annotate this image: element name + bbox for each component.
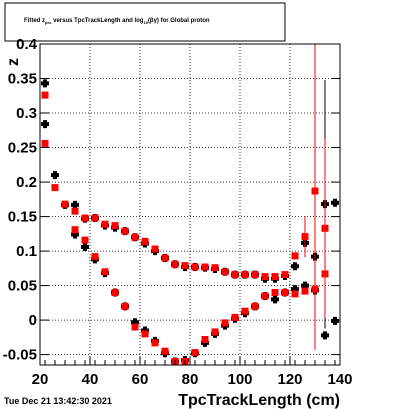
data-point <box>231 271 239 279</box>
title-sub-1: pro <box>45 20 52 25</box>
y-tick-label: 0.1 <box>16 243 37 260</box>
data-point <box>211 264 219 272</box>
x-tick-label: 120 <box>277 371 302 388</box>
data-point <box>291 290 299 298</box>
data-point <box>161 254 169 262</box>
x-tick-labels: 20 40 60 80 100 120 140 <box>32 371 353 388</box>
x-tick-label: 40 <box>82 371 99 388</box>
data-point <box>301 287 309 295</box>
title-sub-2: 10 <box>143 20 148 25</box>
data-point <box>251 271 259 279</box>
data-point <box>81 242 89 251</box>
y-tick-label: 0.15 <box>8 209 37 226</box>
data-point <box>281 271 289 279</box>
data-point <box>51 171 59 180</box>
data-point <box>321 270 329 278</box>
data-point <box>171 260 179 268</box>
data-point <box>241 271 249 279</box>
y-tick-label: 0.05 <box>8 278 37 295</box>
data-point <box>91 214 99 222</box>
data-point <box>291 252 299 260</box>
data-point <box>81 236 89 244</box>
data-point <box>161 347 169 355</box>
data-point <box>111 289 119 296</box>
data-point <box>271 295 279 304</box>
data-point <box>91 253 99 261</box>
data-point <box>81 214 89 222</box>
data-point <box>41 79 49 88</box>
data-point <box>111 222 119 230</box>
data-point <box>41 120 49 129</box>
data-point <box>191 263 199 271</box>
x-tick-label: 140 <box>327 371 352 388</box>
data-point <box>71 200 79 209</box>
data-point <box>71 226 79 234</box>
title-frame <box>4 2 286 42</box>
title-post: (βγ) for Global proton <box>148 18 210 24</box>
y-tick-labels: -0.05 0 0.05 0.1 0.15 0.2 0.25 0.3 0.35 0.4 <box>3 36 38 364</box>
data-point <box>181 262 189 270</box>
x-tick-label: 60 <box>132 371 149 388</box>
plot-frame <box>39 43 341 366</box>
chart-title: Fitted zpro versus TpcTrackLength and lo… <box>24 18 210 25</box>
data-point <box>191 349 199 357</box>
data-point <box>331 316 339 325</box>
date-stamp: Tue Dec 21 13:42:30 2021 <box>4 396 112 406</box>
y-tick-label: 0.2 <box>16 174 37 191</box>
tick-marks <box>39 43 341 365</box>
data-point <box>311 285 319 293</box>
data-point <box>131 233 139 241</box>
data-point <box>201 336 209 343</box>
y-tick-label: 0.3 <box>16 105 37 122</box>
y-tick-label: 0.35 <box>8 71 37 88</box>
data-point <box>151 339 159 347</box>
data-point <box>221 268 229 276</box>
data-point <box>311 187 319 195</box>
data-point <box>321 331 329 340</box>
data-point <box>71 207 79 215</box>
data-point <box>141 237 149 245</box>
data-point <box>151 245 159 253</box>
data-point <box>201 263 209 271</box>
data-point <box>41 139 49 147</box>
x-tick-label: 80 <box>182 371 199 388</box>
data-point <box>241 307 249 315</box>
x-axis-label: TpcTrackLength (cm) <box>178 392 340 409</box>
data-point <box>291 262 299 271</box>
data-point <box>271 289 279 296</box>
y-tick-label: 0 <box>29 312 37 329</box>
data-point <box>281 289 289 296</box>
data-point <box>131 323 139 331</box>
data-point <box>271 273 279 281</box>
data-point <box>261 273 269 281</box>
data-point <box>331 198 339 207</box>
data-point <box>211 328 219 336</box>
title-box: Fitted zpro versus TpcTrackLength and lo… <box>4 2 286 42</box>
data-point <box>261 292 269 300</box>
data-point <box>221 319 229 327</box>
grid-lines <box>40 43 340 365</box>
data-point <box>141 330 149 338</box>
data-point <box>51 184 59 192</box>
data-point <box>101 268 109 276</box>
data-point <box>121 302 129 310</box>
data-point <box>121 227 129 235</box>
data-point <box>231 313 239 321</box>
y-axis-label: z <box>5 58 22 66</box>
title-mid: versus TpcTrackLength and log <box>51 18 143 24</box>
data-point <box>101 220 109 228</box>
data-point <box>301 233 309 241</box>
x-tick-label: 20 <box>32 371 49 388</box>
y-tick-label: -0.05 <box>3 347 37 364</box>
data-point <box>251 302 259 310</box>
data-point <box>41 91 49 99</box>
data-point <box>321 224 329 232</box>
data-point <box>61 200 69 208</box>
title-pre: Fitted z <box>24 18 45 24</box>
x-tick-label: 100 <box>227 371 252 388</box>
y-tick-label: 0.25 <box>8 140 37 157</box>
y-tick-label: 0.4 <box>16 36 38 53</box>
